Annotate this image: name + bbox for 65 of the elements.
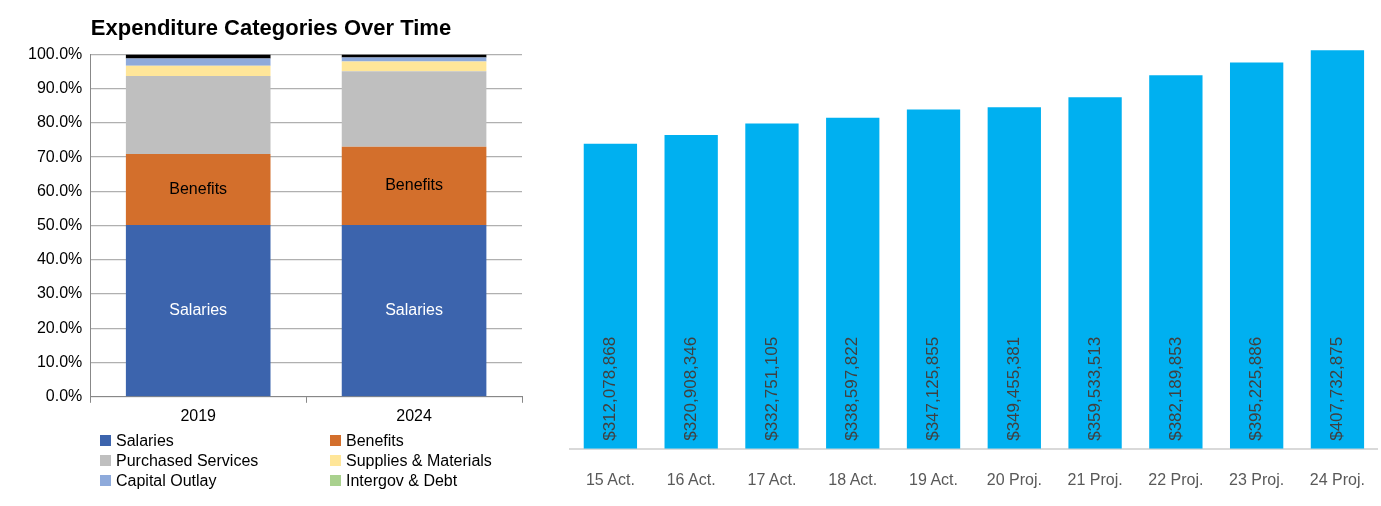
x-tick-label: 19 Act. (909, 470, 958, 488)
legend-label: Capital Outlay (115, 472, 218, 490)
bar (341, 146, 487, 225)
bar (987, 107, 1041, 449)
bar (125, 224, 271, 397)
y-tick-label: 100.0% (28, 44, 83, 62)
x-tick-label: 15 Act. (585, 470, 635, 488)
bar (1229, 62, 1284, 449)
annotation: Salaries (169, 301, 228, 319)
bar (125, 75, 271, 155)
data-label: $407,732,875 (1327, 336, 1347, 441)
annotation: Benefits (169, 179, 228, 197)
bar (341, 224, 487, 397)
data-label: $349,455,381 (1003, 336, 1023, 441)
bar (341, 57, 487, 62)
bar (664, 135, 718, 449)
y-tick-label: 80.0% (36, 113, 83, 131)
legend-label: Purchased Services (115, 452, 260, 470)
bar (125, 154, 271, 225)
bar (826, 117, 880, 449)
bar (745, 123, 799, 449)
chart-title: Expenditure Categories Over Time (90, 15, 452, 41)
bar (1310, 50, 1365, 449)
y-tick-label: 60.0% (36, 181, 83, 199)
x-tick-label: 2019 (180, 406, 217, 424)
legend-label: Benefits (345, 432, 405, 450)
x-tick-label: 22 Proj. (1148, 470, 1204, 488)
bar (341, 71, 487, 147)
x-tick-label: 20 Proj. (986, 470, 1042, 488)
bar (341, 61, 487, 72)
bar (583, 143, 638, 449)
x-tick-label: 2024 (396, 406, 432, 424)
y-tick-label: 50.0% (36, 216, 83, 234)
x-tick-label: 18 Act. (828, 470, 878, 488)
bar (1149, 75, 1203, 449)
legend-label: Intergov & Debt (345, 472, 459, 490)
annotation: Benefits (385, 176, 443, 194)
data-label: $312,078,868 (600, 336, 620, 441)
y-tick-label: 0.0% (45, 387, 83, 405)
x-tick-label: 23 Proj. (1229, 470, 1285, 488)
x-tick-label: 16 Act. (666, 470, 716, 488)
bar (1068, 97, 1122, 449)
y-tick-label: 40.0% (36, 250, 83, 268)
y-tick-label: 90.0% (36, 79, 83, 97)
data-label: $382,189,853 (1165, 336, 1185, 441)
data-label: $332,751,105 (761, 336, 781, 441)
legend-label: Supplies & Materials (345, 452, 493, 470)
bar (125, 54, 271, 59)
bar (125, 65, 271, 76)
x-tick-label: 24 Proj. (1309, 470, 1365, 488)
data-label: $359,533,513 (1084, 336, 1104, 441)
y-tick-label: 30.0% (36, 284, 83, 302)
legend-label: Salaries (115, 432, 175, 450)
data-label: $320,908,346 (680, 336, 700, 441)
bar (125, 58, 271, 66)
data-label: $338,597,822 (842, 336, 862, 441)
y-tick-label: 70.0% (36, 147, 83, 165)
annotation: Salaries (385, 301, 443, 319)
x-tick-label: 17 Act. (747, 470, 797, 488)
data-label: $347,125,855 (923, 336, 943, 441)
y-tick-label: 10.0% (36, 352, 83, 370)
bar (906, 109, 961, 449)
x-tick-label: 21 Proj. (1067, 470, 1123, 488)
y-tick-label: 20.0% (36, 318, 83, 336)
data-label: $395,225,886 (1246, 336, 1266, 441)
